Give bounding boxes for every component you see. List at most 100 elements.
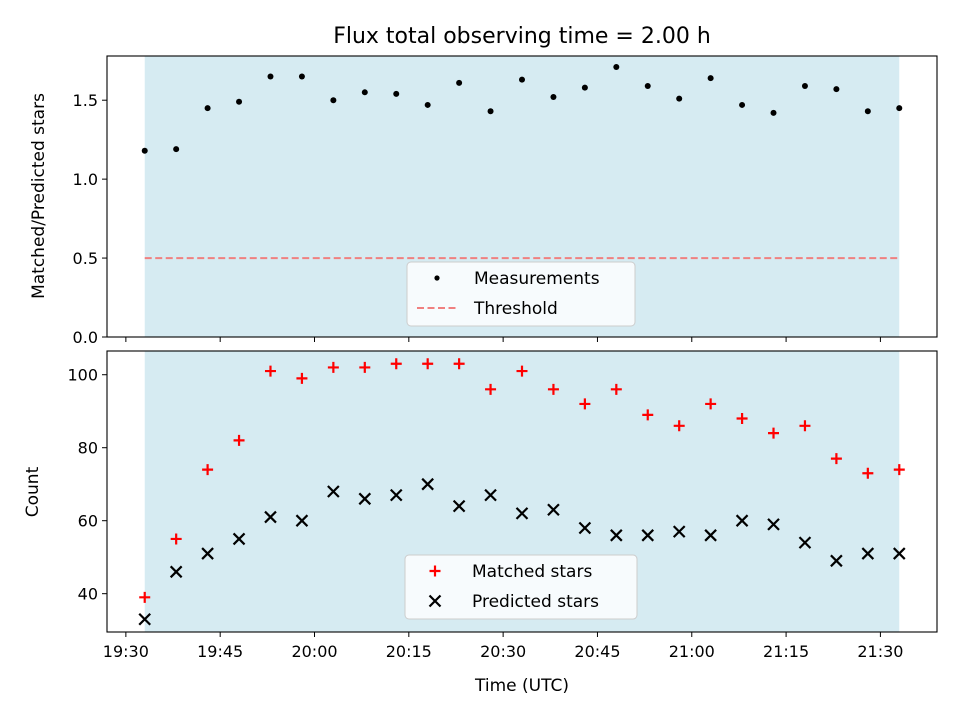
- top-legend: Measurements Threshold: [406, 261, 636, 327]
- top-axes-frame: [106, 55, 938, 338]
- matched-star-point: [547, 383, 559, 395]
- matched-star-point: [139, 591, 151, 603]
- predicted-star-point: [327, 485, 340, 498]
- measurement-point: [707, 75, 714, 82]
- x-tick-label: 21:00: [669, 642, 715, 661]
- bottom-y-tick-label: 100: [67, 366, 98, 385]
- predicted-star-point: [861, 547, 875, 560]
- matched-star-point: [202, 464, 214, 476]
- matched-star-point: [390, 358, 402, 370]
- legend-measurements-marker: [434, 275, 440, 281]
- measurement-point: [770, 109, 777, 116]
- predicted-star-point: [169, 565, 183, 579]
- matched-star-point: [705, 398, 717, 410]
- top-y-tick-label: 0.5: [73, 249, 98, 268]
- bottom-y-tick-label: 80: [78, 439, 98, 458]
- matched-star-point: [862, 467, 874, 479]
- predicted-star-point: [641, 529, 655, 542]
- measurement-point: [644, 82, 651, 89]
- bottom-legend-box: [404, 554, 638, 620]
- legend-predicted-marker: [428, 594, 442, 608]
- x-tick-label: 21:15: [763, 642, 809, 661]
- predicted-star-point: [672, 525, 686, 538]
- bottom-y-axis-label: Count: [23, 466, 43, 517]
- matched-star-point: [516, 365, 528, 377]
- top-y-tick-label: 0.0: [73, 328, 98, 347]
- measurement-point: [833, 86, 840, 93]
- x-tick-label: 19:45: [197, 642, 243, 661]
- predicted-star-point: [547, 503, 560, 517]
- matched-star-point: [736, 413, 748, 425]
- matched-star-point: [170, 533, 182, 545]
- matched-star-point: [233, 434, 245, 446]
- predicted-star-point: [452, 499, 466, 513]
- top-y-tick-label: 1.5: [73, 91, 98, 110]
- measurement-point: [801, 82, 808, 89]
- predicted-star-point: [232, 532, 246, 546]
- x-axis-label: Time (UTC): [474, 676, 569, 696]
- measurement-point: [204, 105, 211, 112]
- predicted-star-point: [358, 492, 372, 506]
- measurement-point: [393, 90, 400, 97]
- x-tick-label: 19:30: [103, 642, 149, 661]
- measurement-point: [330, 97, 337, 104]
- bottom-panel: 40 60 80 100 19:30 19:45 20:00 20:15 20:30 20:45 2…: [23, 350, 938, 696]
- measurement-point: [267, 73, 274, 80]
- measurement-point: [298, 73, 305, 80]
- top-panel: 0.0 0.5 1.0 1.5 Matched/Predicted stars Mea…: [29, 55, 938, 347]
- bottom-legend: Matched stars Predicted stars: [404, 554, 638, 620]
- measurement-point: [896, 105, 903, 112]
- chart-title: Flux total observing time = 2.00 h: [333, 24, 711, 49]
- x-tick-label: 20:45: [574, 642, 620, 661]
- predicted-star-point: [484, 488, 497, 502]
- measurement-point: [676, 95, 683, 102]
- matched-star-point: [579, 398, 591, 410]
- predicted-star-point: [610, 529, 623, 542]
- measurement-point: [173, 146, 180, 153]
- legend-label: Predicted stars: [472, 592, 599, 612]
- measurement-point: [456, 79, 463, 86]
- predicted-star-point: [767, 518, 780, 531]
- legend-label: Threshold: [473, 299, 558, 319]
- x-tick-label: 20:30: [480, 642, 526, 661]
- matched-star-point: [296, 372, 308, 384]
- matched-star-point: [453, 358, 465, 370]
- measurement-point: [361, 89, 368, 96]
- matched-star-point: [768, 427, 780, 439]
- matched-star-point: [799, 420, 811, 432]
- predicted-star-point: [138, 612, 152, 626]
- predicted-star-point: [735, 514, 749, 527]
- matched-star-point: [610, 383, 622, 395]
- bottom-y-tick-label: 60: [78, 512, 98, 531]
- bottom-axes-frame: [106, 350, 938, 633]
- matched-star-point: [422, 358, 434, 370]
- x-tick-label: 20:00: [291, 642, 337, 661]
- matched-star-point: [359, 361, 371, 373]
- legend-label: Matched stars: [472, 562, 592, 582]
- measurement-point: [236, 98, 243, 105]
- measurement-point: [487, 108, 494, 115]
- predicted-star-point: [892, 547, 906, 560]
- predicted-star-point: [389, 488, 403, 502]
- measurement-point: [581, 84, 588, 91]
- x-tick-label: 21:30: [857, 642, 903, 661]
- predicted-star-point: [421, 477, 434, 491]
- matched-star-point: [327, 361, 339, 373]
- matched-star-point: [893, 464, 905, 476]
- measurement-point: [519, 76, 525, 83]
- matched-star-point: [264, 365, 276, 377]
- measurement-point: [141, 147, 148, 154]
- predicted-star-point: [798, 536, 812, 549]
- measurement-point: [424, 101, 431, 108]
- measurement-point: [864, 108, 871, 115]
- predicted-star-point: [578, 521, 592, 535]
- matched-star-point: [673, 420, 685, 432]
- measurement-point: [739, 101, 746, 108]
- predicted-star-point: [515, 507, 529, 520]
- measurement-point: [550, 94, 557, 101]
- legend-matched-marker: [429, 565, 441, 577]
- legend-label: Measurements: [474, 269, 600, 289]
- predicted-star-point: [264, 510, 277, 524]
- predicted-star-point: [201, 547, 214, 560]
